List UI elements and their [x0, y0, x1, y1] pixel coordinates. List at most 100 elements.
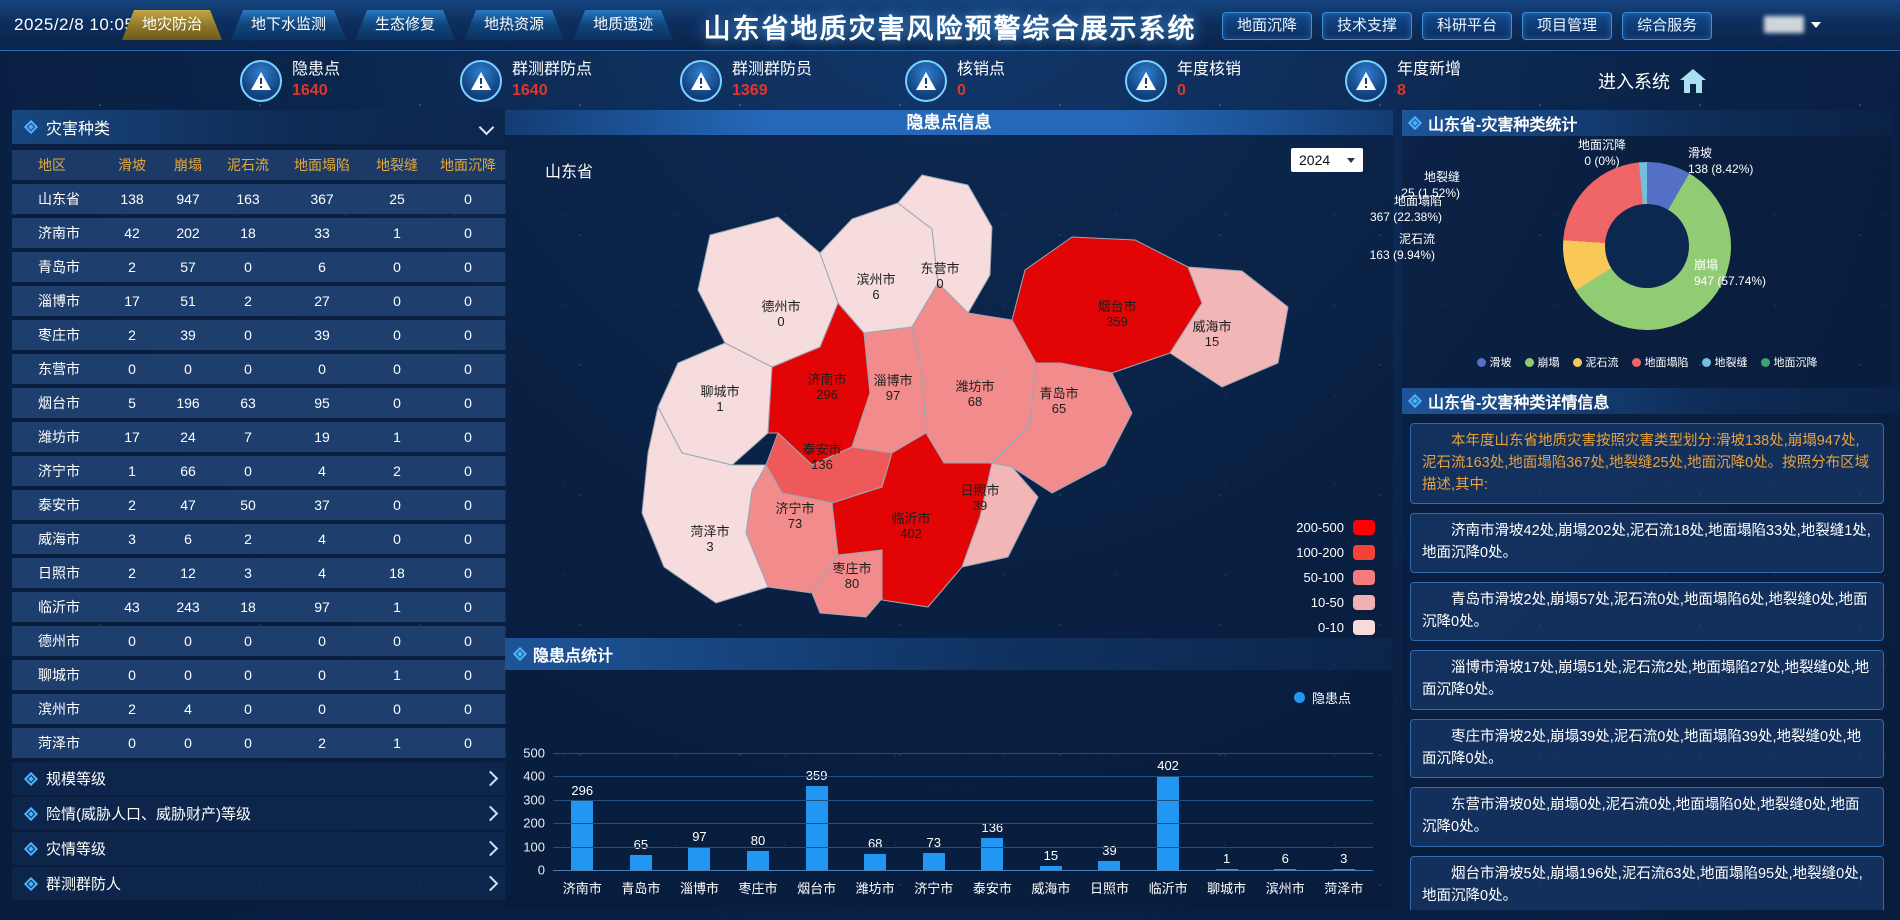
bar[interactable] — [1215, 869, 1238, 870]
table-cell: 0 — [244, 667, 252, 683]
donut-callout: 地面塌陷 367 (22.38%) — [1342, 194, 1442, 225]
bar-chart-header: 隐患点统计 — [505, 638, 1393, 670]
table-row[interactable]: 枣庄市 2 39 0 39 0 0 — [12, 320, 506, 350]
map-legend-item: 0-10 — [1275, 615, 1375, 640]
bar[interactable] — [864, 854, 887, 870]
table-cell: 202 — [176, 225, 200, 241]
map-legend-item: 100-200 — [1275, 540, 1375, 565]
donut-legend-item[interactable]: 地裂缝 — [1701, 354, 1748, 370]
bar[interactable] — [747, 851, 770, 870]
secondary-tab[interactable]: 科研平台 — [1422, 12, 1513, 40]
table-cell: 枣庄市 — [38, 327, 80, 343]
bar[interactable] — [805, 786, 828, 870]
table-cell: 17 — [124, 293, 140, 309]
gridline — [553, 846, 1373, 848]
disaster-type-panel-header[interactable]: 灾害种类 — [12, 110, 506, 144]
table-row[interactable]: 山东省 138 947 163 367 25 0 — [12, 184, 506, 214]
table-cell: 1 — [393, 667, 401, 683]
bar[interactable] — [571, 801, 594, 870]
primary-tab[interactable]: 地灾防治 — [122, 10, 222, 40]
stat-item: 隐患点 1640 — [240, 60, 340, 102]
accordion-item[interactable]: 群测群防人 — [12, 867, 506, 900]
clock: 2025/2/8 10:05:54 — [14, 15, 160, 34]
map-region[interactable] — [991, 362, 1133, 494]
table-cell: 39 — [314, 327, 330, 343]
bar[interactable] — [1098, 861, 1121, 870]
table-cell: 4 — [318, 463, 326, 479]
bar[interactable] — [1157, 776, 1180, 870]
bar[interactable] — [981, 838, 1004, 870]
table-cell: 2 — [128, 327, 136, 343]
table-row[interactable]: 济宁市 1 66 0 4 2 0 — [12, 456, 506, 486]
bar-x-label: 临沂市 — [1148, 881, 1188, 896]
bar-chart-legend[interactable]: 隐患点 — [1293, 688, 1351, 707]
primary-tab[interactable]: 地质遗迹 — [573, 10, 673, 40]
table-row[interactable]: 临沂市 43 243 18 97 1 0 — [12, 592, 506, 622]
table-cell: 0 — [464, 667, 472, 683]
map-region[interactable] — [1169, 266, 1289, 388]
secondary-tab[interactable]: 综合服务 — [1622, 12, 1713, 40]
table-row[interactable]: 泰安市 2 47 50 37 0 0 — [12, 490, 506, 520]
user-menu[interactable] — [1764, 16, 1821, 33]
accordion-item[interactable]: 规模等级 — [12, 762, 506, 795]
secondary-tab[interactable]: 地面沉降 — [1222, 12, 1313, 40]
donut-callout-name: 滑坡 — [1688, 146, 1713, 160]
accordion-item[interactable]: 灾情等级 — [12, 832, 506, 865]
table-cell: 1 — [128, 463, 136, 479]
bar-x-label: 威海市 — [1031, 881, 1071, 896]
table-cell: 37 — [314, 497, 330, 513]
table-row[interactable]: 日照市 2 12 3 4 18 0 — [12, 558, 506, 588]
bar[interactable] — [922, 853, 945, 870]
accordion-item[interactable]: 险情(威胁人口、威胁财产)等级 — [12, 797, 506, 830]
bar[interactable] — [1332, 869, 1355, 870]
donut-legend-label: 地面塌陷 — [1644, 357, 1689, 369]
map-region[interactable] — [961, 462, 1039, 568]
primary-tab[interactable]: 地下水监测 — [231, 10, 346, 40]
stat-value: 8 — [1397, 82, 1406, 99]
table-row[interactable]: 滨州市 2 4 0 0 0 0 — [12, 694, 506, 724]
table-cell: 0 — [244, 633, 252, 649]
map-region[interactable] — [897, 174, 993, 314]
table-cell: 2 — [244, 531, 252, 547]
table-cell: 0 — [464, 463, 472, 479]
table-row[interactable]: 淄博市 17 51 2 27 0 0 — [12, 286, 506, 316]
bar[interactable] — [688, 847, 711, 870]
primary-tab[interactable]: 生态修复 — [355, 10, 455, 40]
primary-tab[interactable]: 地热资源 — [464, 10, 564, 40]
donut-legend-item[interactable]: 滑坡 — [1476, 354, 1512, 370]
map-region[interactable] — [641, 406, 769, 604]
enter-system-button[interactable]: 进入系统 — [1598, 68, 1707, 94]
secondary-tab[interactable]: 项目管理 — [1522, 12, 1613, 40]
donut-legend-item[interactable]: 地面塌陷 — [1631, 354, 1689, 370]
donut-chart[interactable] — [1563, 162, 1731, 330]
table-cell: 临沂市 — [38, 599, 80, 615]
table-cell: 0 — [318, 361, 326, 377]
year-select[interactable]: 2024 — [1291, 148, 1363, 172]
donut-legend-item[interactable]: 崩塌 — [1524, 354, 1560, 370]
table-row[interactable]: 济南市 42 202 18 33 1 0 — [12, 218, 506, 248]
bar[interactable] — [629, 855, 652, 870]
table-row[interactable]: 东营市 0 0 0 0 0 0 — [12, 354, 506, 384]
bar[interactable] — [1039, 866, 1062, 870]
secondary-tab[interactable]: 技术支撑 — [1322, 12, 1413, 40]
bar[interactable] — [1274, 869, 1297, 870]
table-row[interactable]: 青岛市 2 57 0 6 0 0 — [12, 252, 506, 282]
table-cell: 51 — [180, 293, 196, 309]
table-cell: 威海市 — [38, 531, 80, 547]
table-cell: 0 — [318, 701, 326, 717]
warning-triangle-icon — [680, 60, 722, 102]
map-region[interactable] — [697, 216, 839, 368]
donut-legend-item[interactable]: 地面沉降 — [1760, 354, 1818, 370]
table-row[interactable]: 威海市 3 6 2 4 0 0 — [12, 524, 506, 554]
table-row[interactable]: 德州市 0 0 0 0 0 0 — [12, 626, 506, 656]
bar-x-label: 枣庄市 — [738, 881, 778, 896]
table-row[interactable]: 烟台市 5 196 63 95 0 0 — [12, 388, 506, 418]
map-legend-label: 200-500 — [1296, 520, 1344, 535]
table-row[interactable]: 聊城市 0 0 0 0 1 0 — [12, 660, 506, 690]
details-list[interactable]: 本年度山东省地质灾害按照灾害类型划分:滑坡138处,崩塌947处,泥石流163处… — [1402, 414, 1892, 910]
table-row[interactable]: 菏泽市 0 0 0 2 1 0 — [12, 728, 506, 758]
enter-system-label: 进入系统 — [1598, 72, 1670, 92]
table-row[interactable]: 潍坊市 17 24 7 19 1 0 — [12, 422, 506, 452]
donut-callout: 地面沉降 0 (0%) — [1552, 138, 1652, 169]
donut-legend-item[interactable]: 泥石流 — [1572, 354, 1619, 370]
